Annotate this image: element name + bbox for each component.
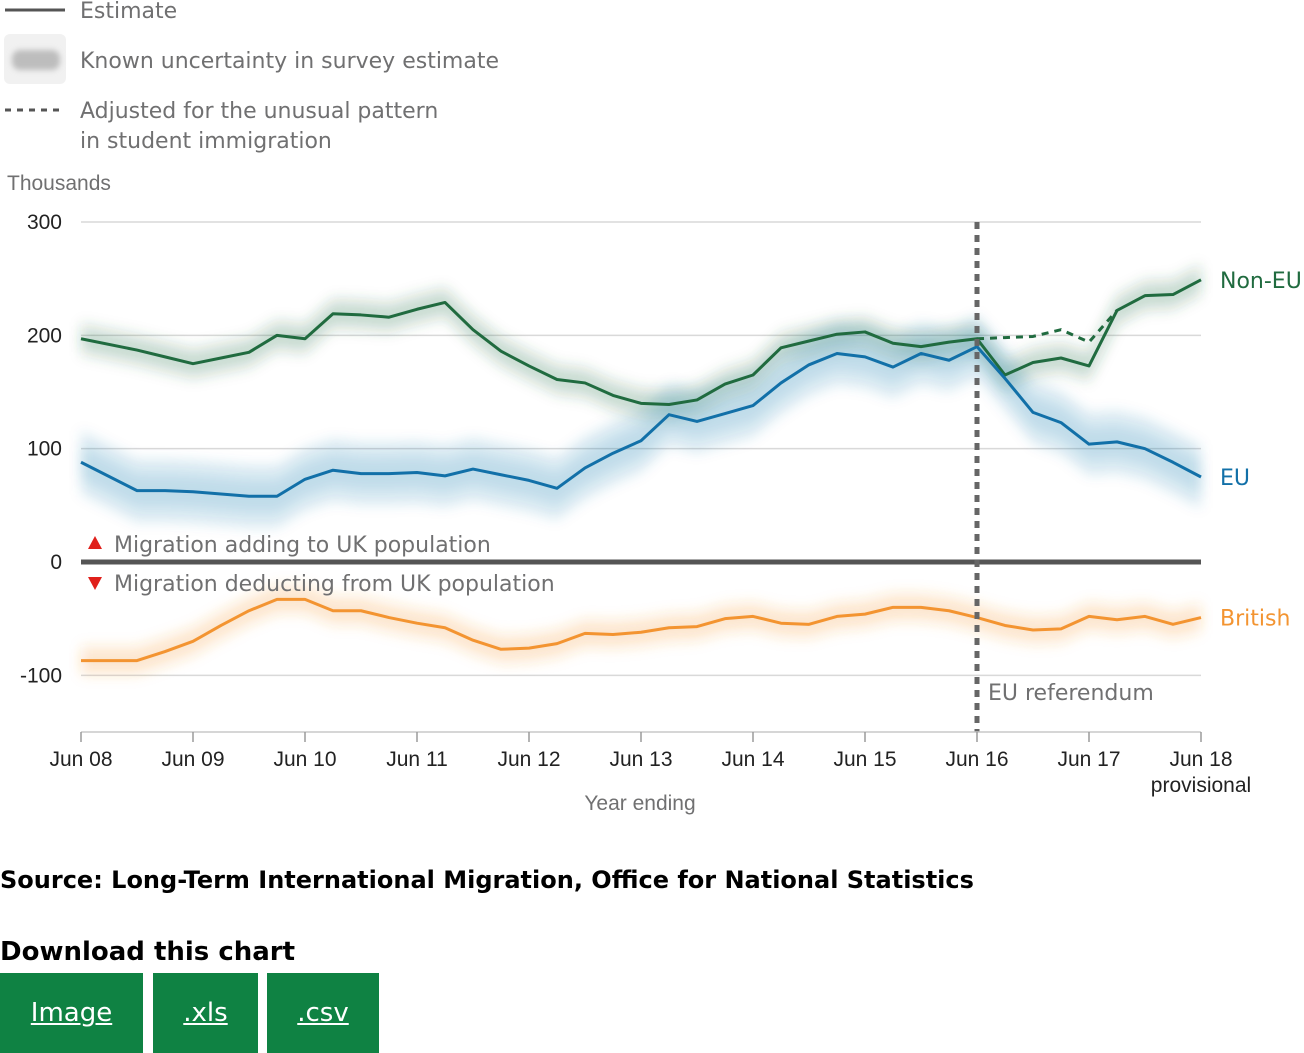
x-tick-label: Jun 11 <box>386 748 448 771</box>
series-line <box>80 278 1202 406</box>
x-tick-label: Jun 08 <box>49 748 112 771</box>
labels: 300 200 100 0 -100 Jun 08 Jun 09 Jun 10 Jun 11 Ju… <box>20 211 1302 771</box>
legend-adjusted-label-1: Adjusted for the unusual pattern <box>80 99 438 124</box>
y-tick-label: 200 <box>27 324 62 347</box>
y-tick-label: 100 <box>27 438 62 461</box>
download-xls-button[interactable]: .xls <box>153 973 258 1053</box>
series-label: Non-EU <box>1220 269 1302 294</box>
series-lines <box>80 278 1202 663</box>
download-csv-button[interactable]: .csv <box>267 973 379 1053</box>
x-tick-label: Jun 18 <box>1169 748 1232 771</box>
x-tick-label: Jun 15 <box>833 748 896 771</box>
down-arrow-icon <box>88 577 102 590</box>
legend-estimate-label: Estimate <box>80 0 177 24</box>
migration-chart: Estimate Known uncertainty in survey est… <box>4 0 1302 815</box>
non-eu-adjusted-line <box>976 309 1119 344</box>
deducting-note: Migration deducting from UK population <box>114 572 555 597</box>
direction-notes: Migration adding to UK population Migrat… <box>88 533 555 597</box>
x-tick-label: Jun 16 <box>945 748 1008 771</box>
download-title: Download this chart <box>0 937 296 967</box>
legend-adjusted-label-2: in student immigration <box>80 129 332 154</box>
axes <box>80 222 1202 742</box>
legend-uncertainty-blur <box>12 50 60 70</box>
x-axis-title: Year ending <box>584 792 695 815</box>
x-tick-label: Jun 14 <box>721 748 784 771</box>
y-tick-label: 0 <box>50 551 62 574</box>
up-arrow-icon <box>88 536 102 549</box>
uncertainty-band <box>81 262 1201 422</box>
series-label: EU <box>1220 466 1250 491</box>
x-tick-label: Jun 10 <box>273 748 336 771</box>
legend: Estimate Known uncertainty in survey est… <box>4 0 499 154</box>
series-line <box>80 345 1202 498</box>
source-note: Source: Long-Term International Migratio… <box>0 866 974 894</box>
adding-note: Migration adding to UK population <box>114 533 491 558</box>
y-tick-label: -100 <box>20 664 62 687</box>
uncertainty-bands <box>81 262 1201 677</box>
legend-uncertainty-label: Known uncertainty in survey estimate <box>80 49 499 74</box>
referendum-label: EU referendum <box>988 681 1154 706</box>
x-tick-label: Jun 12 <box>497 748 560 771</box>
x-tick-label: Jun 17 <box>1057 748 1120 771</box>
uncertainty-band-inner <box>81 271 1201 413</box>
series-line <box>81 597 1202 663</box>
download-image-button[interactable]: Image <box>0 973 143 1053</box>
provisional-label: provisional <box>1151 774 1251 797</box>
uncertainty-band-inner <box>81 330 1201 513</box>
y-axis-title: Thousands <box>7 172 111 195</box>
series-label: British <box>1220 607 1290 632</box>
x-tick-label: Jun 09 <box>161 748 224 771</box>
y-tick-label: 300 <box>27 211 62 234</box>
x-tick-label: Jun 13 <box>609 748 672 771</box>
